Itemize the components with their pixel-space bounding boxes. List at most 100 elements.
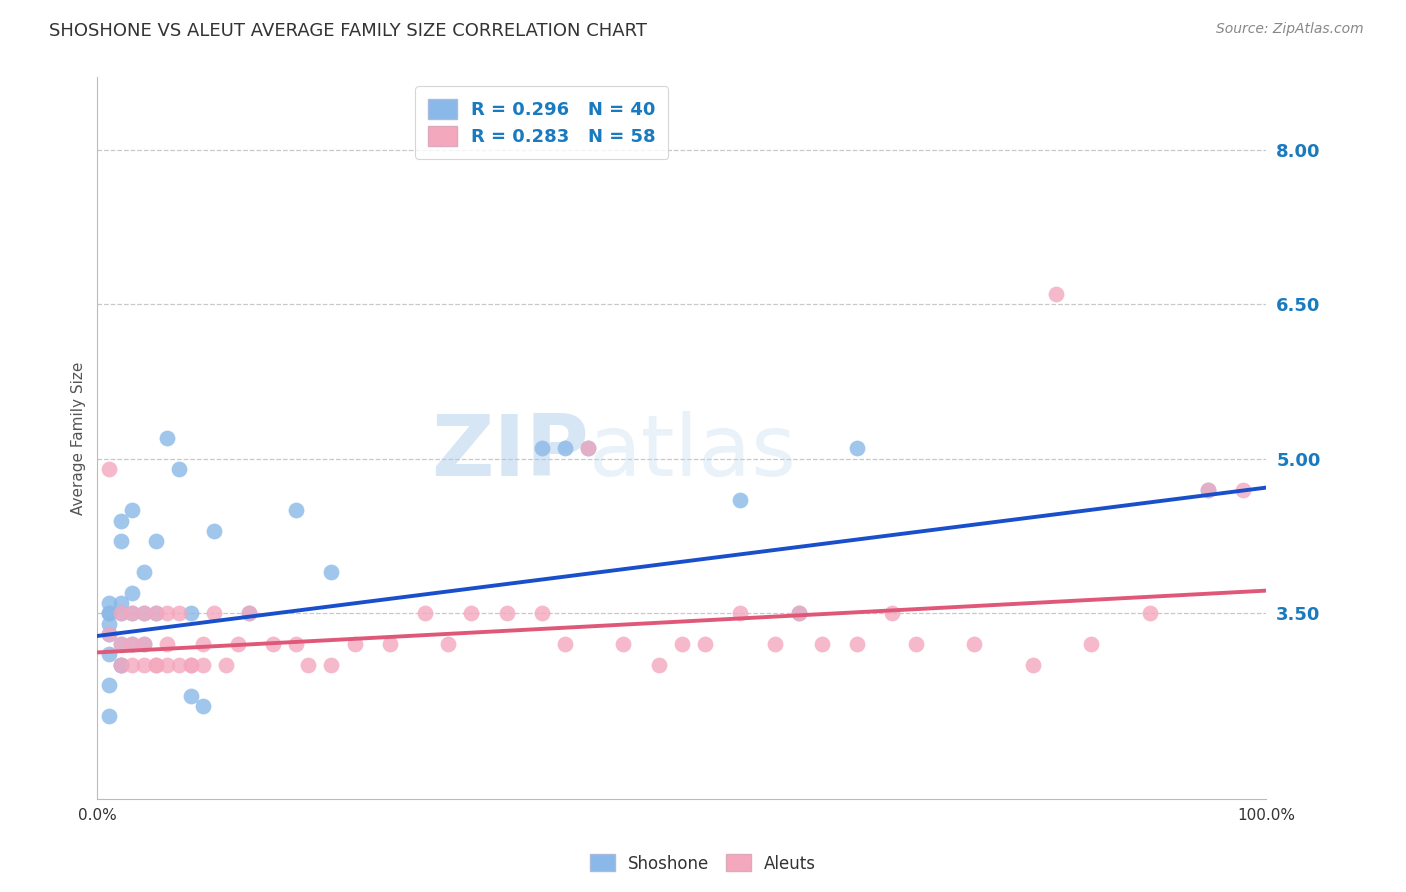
Point xyxy=(811,637,834,651)
Point xyxy=(98,616,121,631)
Point xyxy=(554,637,576,651)
Point xyxy=(238,607,260,621)
Point xyxy=(437,637,460,651)
Point xyxy=(110,657,132,672)
Point xyxy=(191,657,214,672)
Point xyxy=(98,627,121,641)
Point xyxy=(98,462,121,476)
Point xyxy=(110,607,132,621)
Point xyxy=(413,607,436,621)
Point xyxy=(647,657,669,672)
Point xyxy=(156,637,179,651)
Point xyxy=(98,596,121,610)
Point xyxy=(963,637,986,651)
Point xyxy=(121,637,143,651)
Text: atlas: atlas xyxy=(588,411,796,494)
Point xyxy=(134,657,156,672)
Point xyxy=(121,657,143,672)
Y-axis label: Average Family Size: Average Family Size xyxy=(72,361,86,515)
Point xyxy=(167,462,190,476)
Point xyxy=(1080,637,1102,651)
Point xyxy=(530,442,553,456)
Point xyxy=(904,637,927,651)
Point xyxy=(110,534,132,549)
Point xyxy=(262,637,284,651)
Point xyxy=(1232,483,1254,497)
Point xyxy=(110,607,132,621)
Point xyxy=(765,637,787,651)
Point xyxy=(121,607,143,621)
Point xyxy=(530,607,553,621)
Point xyxy=(98,627,121,641)
Point xyxy=(180,657,202,672)
Point xyxy=(191,637,214,651)
Point xyxy=(145,607,167,621)
Point xyxy=(787,607,810,621)
Point xyxy=(145,607,167,621)
Point xyxy=(145,534,167,549)
Point xyxy=(110,657,132,672)
Point xyxy=(495,607,517,621)
Point xyxy=(787,607,810,621)
Point xyxy=(285,637,308,651)
Point xyxy=(321,565,343,579)
Point xyxy=(730,607,752,621)
Point xyxy=(460,607,482,621)
Point xyxy=(180,607,202,621)
Point xyxy=(167,657,190,672)
Point xyxy=(121,503,143,517)
Point xyxy=(1197,483,1219,497)
Point xyxy=(110,637,132,651)
Legend: Shoshone, Aleuts: Shoshone, Aleuts xyxy=(583,847,823,880)
Point xyxy=(98,709,121,723)
Point xyxy=(321,657,343,672)
Point xyxy=(110,596,132,610)
Legend: R = 0.296   N = 40, R = 0.283   N = 58: R = 0.296 N = 40, R = 0.283 N = 58 xyxy=(415,87,668,159)
Point xyxy=(180,657,202,672)
Point xyxy=(110,657,132,672)
Point xyxy=(695,637,717,651)
Point xyxy=(156,607,179,621)
Point xyxy=(285,503,308,517)
Point xyxy=(882,607,904,621)
Point xyxy=(110,637,132,651)
Point xyxy=(134,637,156,651)
Text: SHOSHONE VS ALEUT AVERAGE FAMILY SIZE CORRELATION CHART: SHOSHONE VS ALEUT AVERAGE FAMILY SIZE CO… xyxy=(49,22,647,40)
Point xyxy=(167,607,190,621)
Text: ZIP: ZIP xyxy=(430,411,588,494)
Point xyxy=(730,492,752,507)
Point xyxy=(191,698,214,713)
Point xyxy=(215,657,238,672)
Point xyxy=(134,607,156,621)
Point xyxy=(554,442,576,456)
Point xyxy=(98,607,121,621)
Point xyxy=(134,565,156,579)
Point xyxy=(110,514,132,528)
Point xyxy=(612,637,634,651)
Point xyxy=(576,442,599,456)
Point xyxy=(98,678,121,692)
Point xyxy=(1021,657,1043,672)
Point xyxy=(98,648,121,662)
Point xyxy=(576,442,599,456)
Point xyxy=(297,657,319,672)
Point xyxy=(134,607,156,621)
Point xyxy=(846,637,869,651)
Point xyxy=(202,524,225,538)
Point xyxy=(202,607,225,621)
Point xyxy=(134,637,156,651)
Point xyxy=(671,637,693,651)
Point xyxy=(145,657,167,672)
Point xyxy=(180,689,202,703)
Point xyxy=(156,657,179,672)
Point xyxy=(343,637,366,651)
Point xyxy=(121,607,143,621)
Point xyxy=(145,657,167,672)
Point xyxy=(1197,483,1219,497)
Point xyxy=(156,431,179,445)
Point xyxy=(846,442,869,456)
Point xyxy=(98,607,121,621)
Text: Source: ZipAtlas.com: Source: ZipAtlas.com xyxy=(1216,22,1364,37)
Point xyxy=(226,637,249,651)
Point xyxy=(378,637,401,651)
